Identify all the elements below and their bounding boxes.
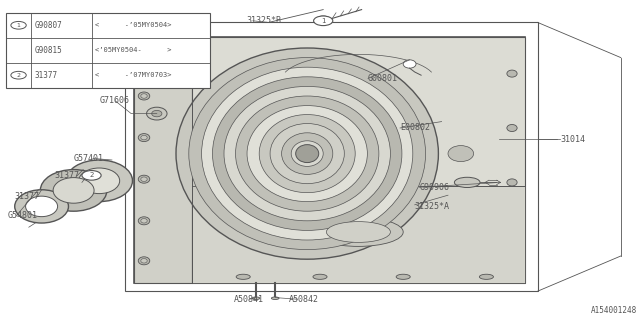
Ellipse shape: [252, 297, 260, 300]
Ellipse shape: [152, 110, 162, 117]
Text: G54801: G54801: [8, 212, 38, 220]
Ellipse shape: [141, 55, 147, 60]
Ellipse shape: [448, 146, 474, 162]
Ellipse shape: [138, 257, 150, 265]
Ellipse shape: [141, 177, 147, 181]
Polygon shape: [192, 186, 525, 283]
Text: A50842: A50842: [289, 295, 319, 304]
Circle shape: [11, 21, 26, 29]
Ellipse shape: [66, 160, 132, 202]
Ellipse shape: [15, 190, 68, 223]
Ellipse shape: [364, 129, 379, 140]
Ellipse shape: [342, 112, 362, 125]
Text: G90815: G90815: [35, 46, 62, 55]
Ellipse shape: [259, 115, 355, 193]
Ellipse shape: [138, 175, 150, 183]
Text: G57401: G57401: [74, 154, 104, 163]
Text: G00801: G00801: [368, 74, 398, 83]
Ellipse shape: [507, 70, 517, 77]
Text: 2: 2: [17, 73, 20, 78]
Polygon shape: [134, 37, 192, 283]
Ellipse shape: [141, 219, 147, 223]
Text: 1: 1: [17, 23, 20, 28]
Ellipse shape: [79, 168, 120, 194]
Ellipse shape: [40, 170, 107, 211]
Bar: [6, 13, 210, 88]
Ellipse shape: [147, 107, 167, 120]
Ellipse shape: [291, 141, 323, 166]
Text: 31377: 31377: [35, 71, 58, 80]
Ellipse shape: [236, 96, 379, 211]
Text: 31325*B: 31325*B: [246, 16, 282, 25]
Ellipse shape: [138, 134, 150, 141]
Text: E00802: E00802: [400, 124, 430, 132]
Ellipse shape: [313, 274, 327, 279]
Ellipse shape: [53, 178, 94, 203]
Ellipse shape: [403, 60, 416, 68]
Ellipse shape: [236, 274, 250, 279]
Text: <      -’07MY0703>: < -’07MY0703>: [95, 72, 172, 78]
Ellipse shape: [176, 48, 438, 259]
Text: 2: 2: [90, 172, 93, 178]
Ellipse shape: [326, 221, 390, 243]
Text: <      -’05MY0504>: < -’05MY0504>: [95, 22, 172, 28]
Ellipse shape: [454, 177, 480, 188]
Circle shape: [11, 71, 26, 79]
Ellipse shape: [212, 77, 402, 230]
Text: 31014: 31014: [560, 135, 585, 144]
Ellipse shape: [26, 196, 58, 217]
Ellipse shape: [138, 217, 150, 225]
Ellipse shape: [141, 135, 147, 140]
Ellipse shape: [271, 297, 279, 300]
Ellipse shape: [270, 124, 344, 184]
Ellipse shape: [396, 274, 410, 279]
Text: <’05MY0504-      >: <’05MY0504- >: [95, 47, 172, 53]
Circle shape: [82, 171, 101, 180]
Ellipse shape: [189, 58, 426, 250]
Ellipse shape: [138, 92, 150, 100]
Circle shape: [314, 16, 333, 26]
Text: 31325*A: 31325*A: [415, 202, 450, 211]
Text: G90807: G90807: [35, 21, 62, 30]
Ellipse shape: [507, 179, 517, 186]
Ellipse shape: [282, 133, 333, 174]
Ellipse shape: [479, 274, 493, 279]
Text: A154001248: A154001248: [591, 306, 637, 315]
Ellipse shape: [317, 16, 330, 22]
Ellipse shape: [138, 53, 150, 61]
Ellipse shape: [296, 145, 319, 163]
Text: G90906: G90906: [419, 183, 449, 192]
Text: A50841: A50841: [234, 295, 264, 304]
Polygon shape: [134, 37, 525, 283]
Polygon shape: [192, 37, 525, 283]
Ellipse shape: [247, 106, 367, 202]
Text: 31377: 31377: [14, 192, 39, 201]
Ellipse shape: [202, 67, 413, 240]
Text: G71606: G71606: [99, 96, 129, 105]
Ellipse shape: [314, 218, 403, 246]
Ellipse shape: [141, 259, 147, 263]
Text: 31377: 31377: [54, 172, 79, 180]
Text: 1: 1: [321, 18, 326, 24]
Ellipse shape: [507, 124, 517, 132]
Ellipse shape: [224, 86, 390, 221]
Ellipse shape: [141, 94, 147, 98]
